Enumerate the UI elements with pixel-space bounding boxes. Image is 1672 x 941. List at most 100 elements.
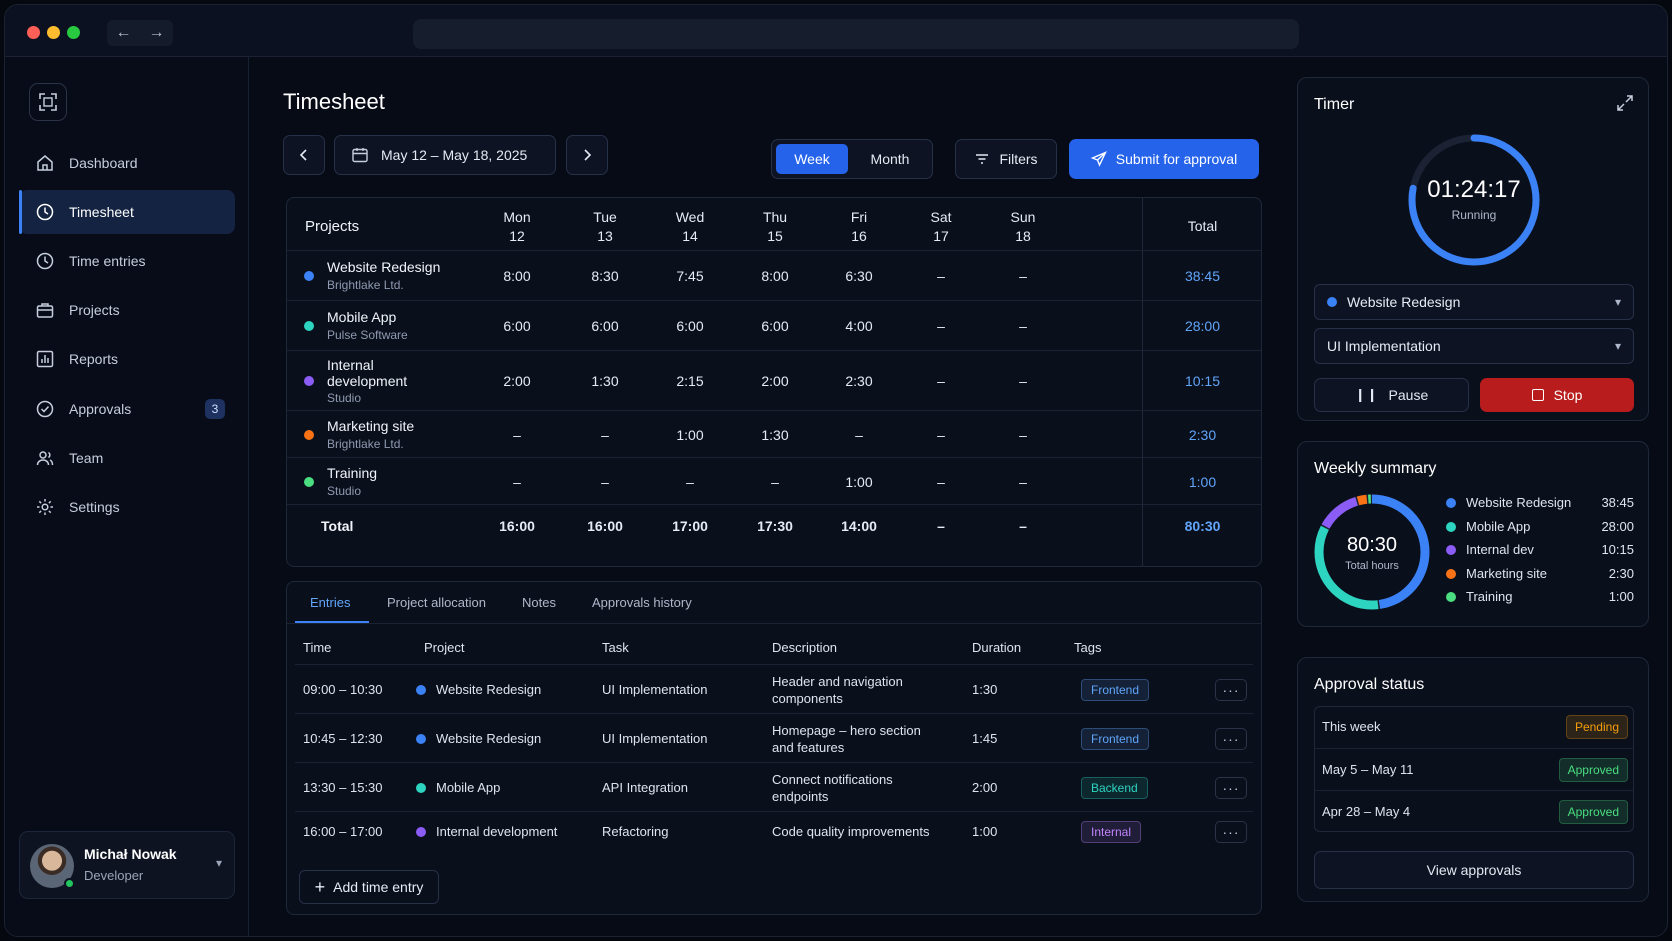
close-window-button[interactable] <box>27 26 40 39</box>
tab-project-allocation[interactable]: Project allocation <box>387 595 486 610</box>
approval-row[interactable]: This week Pending <box>1314 706 1634 748</box>
hours-cell[interactable]: 1:00 <box>676 426 704 443</box>
previous-week-button[interactable] <box>283 135 325 175</box>
hours-cell[interactable]: 6:00 <box>761 318 789 334</box>
hours-cell[interactable]: 6:00 <box>503 318 531 334</box>
approval-row[interactable]: Apr 28 – May 4 Approved <box>1314 790 1634 832</box>
hours-cell[interactable]: – <box>1019 268 1027 284</box>
timer-task-select[interactable]: UI Implementation ▾ <box>1314 328 1634 364</box>
next-week-button[interactable] <box>566 135 608 175</box>
project-name: Training <box>327 464 378 481</box>
hours-cell[interactable]: – <box>1019 373 1027 389</box>
more-options-icon[interactable]: ··· <box>1215 821 1247 843</box>
date-range-picker[interactable]: May 12 – May 18, 2025 <box>334 135 556 175</box>
more-options-icon[interactable]: ··· <box>1215 678 1247 701</box>
approval-period: Apr 28 – May 4 <box>1322 804 1411 819</box>
hours-cell[interactable]: – <box>686 473 694 490</box>
sidebar-item-time-entries[interactable]: Time entries <box>19 239 235 283</box>
approval-status-badge: Approved <box>1558 800 1628 824</box>
stop-timer-button[interactable]: Stop <box>1480 378 1634 412</box>
hours-cell[interactable]: – <box>513 426 521 443</box>
entries-panel: Entries Project allocation Notes Approva… <box>286 581 1262 915</box>
day-total: 16:00 <box>499 518 535 534</box>
hours-cell[interactable]: – <box>601 473 609 490</box>
sidebar-item-timesheet[interactable]: Timesheet <box>19 190 235 234</box>
back-arrow-icon[interactable]: ← <box>115 24 132 41</box>
sidebar-item-team[interactable]: Team <box>19 436 235 480</box>
sidebar-item-dashboard[interactable]: Dashboard <box>19 141 235 185</box>
hours-cell[interactable]: – <box>1019 318 1027 334</box>
sidebar-item-settings[interactable]: Settings <box>19 485 235 529</box>
hours-cell[interactable]: – <box>937 473 945 490</box>
entry-row[interactable]: 10:45 – 12:30 Website Redesign UI Implemen… <box>295 713 1253 762</box>
hours-cell[interactable]: – <box>937 318 945 334</box>
online-status-indicator <box>64 878 75 889</box>
timer-project-select[interactable]: Website Redesign ▾ <box>1314 284 1634 320</box>
day-total: – <box>1019 518 1027 534</box>
timesheet-row[interactable]: Marketing site Brightlake Ltd. – – 1:00 1:30 –… <box>287 410 1261 457</box>
hours-cell[interactable]: 1:30 <box>591 373 619 389</box>
project-color-dot <box>416 684 426 695</box>
timesheet-row[interactable]: Training Studio – – – – 1:00 – – 1:00 <box>287 457 1261 504</box>
view-month-button[interactable]: Month <box>870 151 910 167</box>
more-options-icon[interactable]: ··· <box>1215 727 1247 750</box>
sidebar: Dashboard Timesheet Time entries Project… <box>5 57 249 936</box>
sidebar-item-projects[interactable]: Projects <box>19 288 235 332</box>
view-approvals-button[interactable]: View approvals <box>1314 851 1634 889</box>
hours-cell[interactable]: 2:15 <box>676 373 704 389</box>
hours-cell[interactable]: – <box>1019 473 1027 490</box>
tab-entries[interactable]: Entries <box>310 595 351 610</box>
user-menu[interactable]: Michał Nowak Developer ▾ <box>19 831 235 899</box>
hours-cell[interactable]: – <box>937 373 945 389</box>
hours-cell[interactable]: 6:00 <box>676 318 704 334</box>
project-color-dot <box>304 271 314 281</box>
hours-cell[interactable]: 2:00 <box>503 373 531 389</box>
hours-cell[interactable]: 8:30 <box>591 268 619 284</box>
approval-row[interactable]: May 5 – May 11 Approved <box>1314 748 1634 790</box>
maximize-window-button[interactable] <box>67 26 80 39</box>
hours-cell[interactable]: 7:45 <box>676 268 704 284</box>
hours-cell[interactable]: – <box>601 426 609 443</box>
hours-cell[interactable]: 1:30 <box>761 426 789 443</box>
hours-cell[interactable]: – <box>937 268 945 284</box>
hours-cell[interactable]: – <box>1019 426 1027 443</box>
hours-cell[interactable]: 1:00 <box>845 473 873 490</box>
sidebar-item-label: Projects <box>69 302 120 318</box>
expand-icon[interactable] <box>1616 94 1634 112</box>
app-logo[interactable] <box>29 83 67 121</box>
hours-cell[interactable]: 4:00 <box>845 318 873 334</box>
pause-timer-button[interactable]: ❙❙ Pause <box>1314 378 1469 412</box>
hours-cell[interactable]: 6:30 <box>845 268 873 284</box>
address-bar[interactable] <box>413 19 1299 49</box>
forward-arrow-icon[interactable]: → <box>148 24 165 41</box>
hours-cell[interactable]: 2:30 <box>845 373 873 389</box>
more-options-icon[interactable]: ··· <box>1215 776 1247 799</box>
timesheet-row[interactable]: Website Redesign Brightlake Ltd. 8:00 8:30 7… <box>287 250 1261 300</box>
minimize-window-button[interactable] <box>47 26 60 39</box>
hours-cell[interactable]: – <box>771 473 779 490</box>
tab-approvals-history[interactable]: Approvals history <box>592 595 692 610</box>
sidebar-item-approvals[interactable]: Approvals 3 <box>19 387 235 431</box>
entry-row[interactable]: 16:00 – 17:00 Internal development Refacto… <box>295 811 1253 851</box>
entry-row[interactable]: 13:30 – 15:30 Mobile App API Integration Co… <box>295 762 1253 811</box>
hours-cell[interactable]: 2:00 <box>761 373 789 389</box>
tab-notes[interactable]: Notes <box>522 595 556 610</box>
hours-cell[interactable]: 8:00 <box>761 268 789 284</box>
hours-cell[interactable]: – <box>513 473 521 490</box>
hours-cell[interactable]: 8:00 <box>503 268 531 284</box>
submit-for-approval-button[interactable]: Submit for approval <box>1069 139 1259 179</box>
column-header-tags: Tags <box>1074 640 1102 655</box>
hours-cell[interactable]: 6:00 <box>591 318 619 334</box>
hours-cell[interactable]: – <box>855 426 863 443</box>
sidebar-item-reports[interactable]: Reports <box>19 337 235 381</box>
sidebar-item-label: Time entries <box>69 253 146 269</box>
view-week-button[interactable]: Week <box>776 144 848 174</box>
add-time-entry-button[interactable]: + Add time entry <box>299 870 439 904</box>
timesheet-row[interactable]: Mobile App Pulse Software 6:00 6:00 6:00 6:00… <box>287 300 1261 350</box>
timesheet-total-row: Total 16:00 16:00 17:00 17:30 14:00 – – 80:30 <box>287 504 1261 566</box>
filters-button[interactable]: Filters <box>955 139 1057 179</box>
hours-cell[interactable]: – <box>937 426 945 443</box>
timesheet-row[interactable]: Internal development Studio 2:00 1:30 2:15 2:0… <box>287 350 1261 410</box>
weekly-hours-donut <box>1314 494 1430 610</box>
entry-row[interactable]: 09:00 – 10:30 Website Redesign UI Implemen… <box>295 664 1253 713</box>
